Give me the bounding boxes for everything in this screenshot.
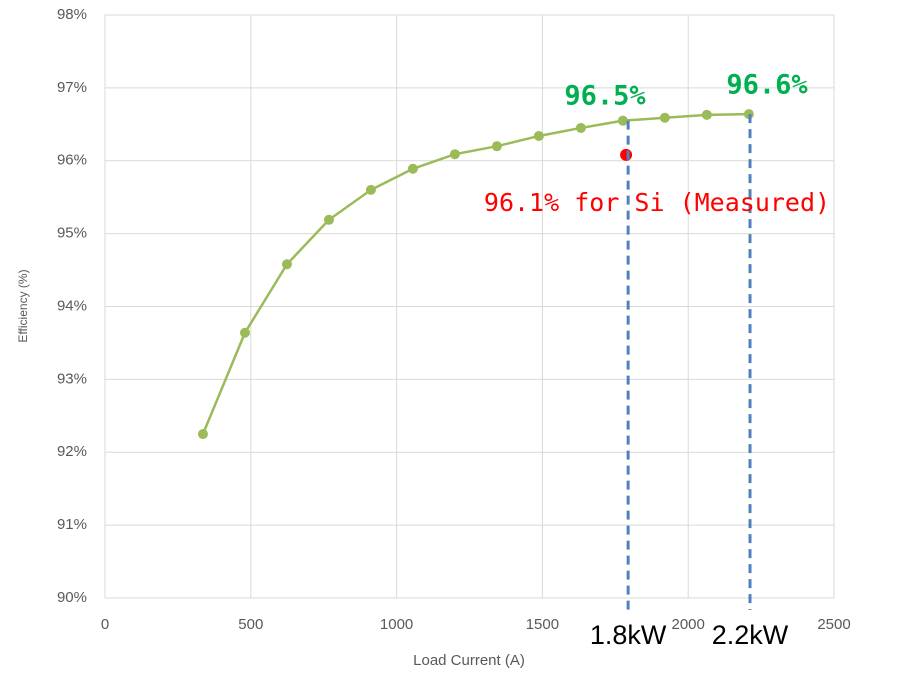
x-tick-label: 2500 [817, 616, 850, 633]
data-point [323, 214, 334, 225]
y-tick-label: 96% [57, 152, 87, 169]
y-tick-label: 98% [57, 6, 87, 23]
x-axis-label: Load Current (A) [413, 652, 525, 669]
data-point [449, 149, 460, 160]
x-tick-label: 1000 [380, 616, 413, 633]
data-point [197, 429, 208, 440]
x-tick-label: 2000 [672, 616, 705, 633]
data-point [407, 163, 418, 174]
data-point [281, 259, 292, 270]
x-tick-label: 1500 [526, 616, 559, 633]
x-tick-label: 0 [101, 616, 109, 633]
data-point [491, 141, 502, 152]
x-tick-label: 500 [238, 616, 263, 633]
data-point [701, 109, 712, 120]
data-point [533, 130, 544, 141]
data-point [659, 112, 670, 123]
y-tick-label: 95% [57, 225, 87, 242]
annotation: 96.1% for Si (Measured) [484, 188, 830, 217]
y-tick-label: 90% [57, 589, 87, 606]
data-point [239, 327, 250, 338]
reference-label: 1.8kW [590, 620, 667, 650]
y-axis-label: Efficiency (%) [16, 269, 30, 342]
data-point [365, 184, 376, 195]
data-point [620, 148, 633, 161]
data-point [575, 122, 586, 133]
annotation: 96.6% [726, 70, 808, 101]
data-point [617, 115, 628, 126]
y-tick-label: 92% [57, 443, 87, 460]
y-tick-label: 97% [57, 79, 87, 96]
series-line [201, 112, 749, 435]
y-tick-label: 93% [57, 370, 87, 387]
y-tick-label: 94% [57, 297, 87, 314]
reference-label: 2.2kW [712, 620, 789, 650]
y-tick-label: 91% [57, 516, 87, 533]
annotation: 96.5% [564, 81, 646, 112]
